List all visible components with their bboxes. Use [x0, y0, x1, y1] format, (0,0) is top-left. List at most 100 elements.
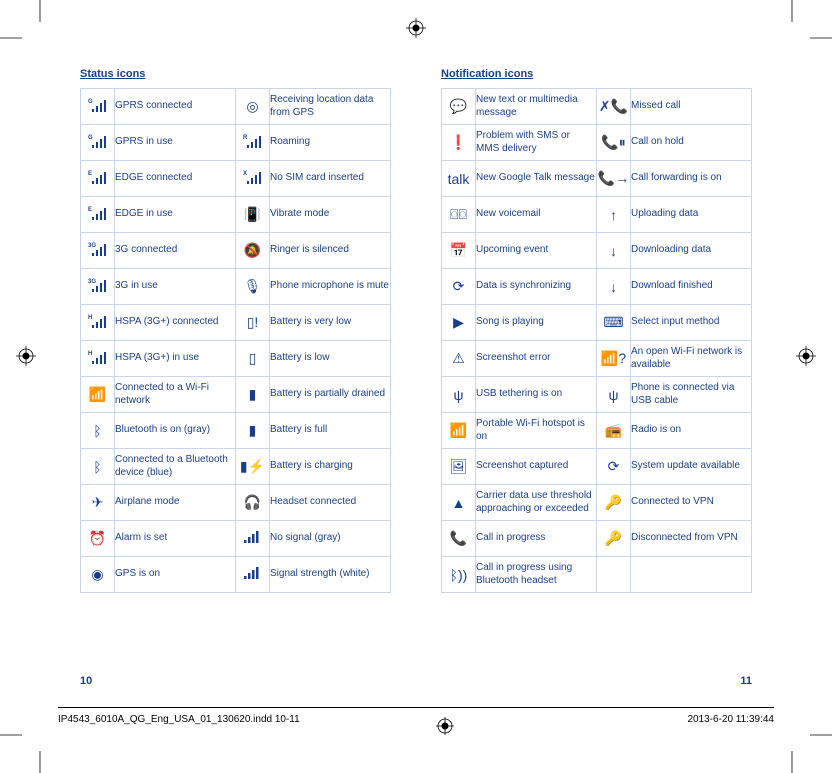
icon-label: 3G connected: [115, 233, 236, 269]
icon-label: New text or multimedia message: [476, 89, 597, 125]
missed-call-icon: ✗📞: [597, 89, 631, 125]
wifi-open-icon: 📶?: [597, 341, 631, 377]
icon-label: Upcoming event: [476, 233, 597, 269]
svg-text:E: E: [88, 171, 92, 177]
icon-label: Battery is low: [270, 341, 391, 377]
call-fwd-icon: 📞→: [597, 161, 631, 197]
battery-full-icon: ▮: [236, 413, 270, 449]
data-warn-icon: ▲: [442, 485, 476, 521]
icon-label: Headset connected: [270, 485, 391, 521]
icon-label: GPS is on: [115, 557, 236, 593]
voicemail-icon: ⌼⌼: [442, 197, 476, 233]
icon-label: 3G in use: [115, 269, 236, 305]
icon-label: Radio is on: [631, 413, 752, 449]
download-icon: ↓: [597, 233, 631, 269]
icon-cell: [597, 557, 631, 593]
icon-label: Connected to VPN: [631, 485, 752, 521]
target-icon: ◎: [236, 89, 270, 125]
call-icon: 📞: [442, 521, 476, 557]
signal-h-use-icon: H: [81, 341, 115, 377]
svg-text:X: X: [243, 171, 247, 177]
hotspot-icon: 📶: [442, 413, 476, 449]
signal-x-icon: X: [236, 161, 270, 197]
icon-label: USB tethering is on: [476, 377, 597, 413]
table-row: GGPRS in use R Roaming: [81, 125, 391, 161]
reg-mark-left: [16, 346, 36, 366]
icon-label: Receiving location data from GPS: [270, 89, 391, 125]
svg-text:H: H: [88, 351, 92, 357]
icon-label: Uploading data: [631, 197, 752, 233]
icon-label: Screenshot captured: [476, 449, 597, 485]
table-row: 3G3G connected🔕Ringer is silenced: [81, 233, 391, 269]
signal-h-icon: H: [81, 305, 115, 341]
page-number-left: 10: [80, 675, 92, 687]
icon-label: EDGE in use: [115, 197, 236, 233]
table-row: HHSPA (3G+) connected▯!Battery is very l…: [81, 305, 391, 341]
icon-label: Roaming: [270, 125, 391, 161]
wifi-icon: 📶: [81, 377, 115, 413]
signal-r-icon: R: [236, 125, 270, 161]
icon-label: Connected to a Bluetooth device (blue): [115, 449, 236, 485]
sms-icon: 💬: [442, 89, 476, 125]
table-row: GGPRS connected◎Receiving location data …: [81, 89, 391, 125]
signal-gray-icon: [236, 521, 270, 557]
icon-label: Ringer is silenced: [270, 233, 391, 269]
icon-label: EDGE connected: [115, 161, 236, 197]
table-row: ψUSB tethering is onψPhone is connected …: [442, 377, 752, 413]
icon-label: No SIM card inserted: [270, 161, 391, 197]
download-done-icon: ↓: [597, 269, 631, 305]
status-icons-column: Status icons GGPRS connected◎Receiving l…: [80, 68, 391, 663]
table-row: 📞Call in progress🔑Disconnected from VPN: [442, 521, 752, 557]
icon-label: Phone is connected via USB cable: [631, 377, 752, 413]
signal-g-use-icon: G: [81, 125, 115, 161]
page-spread: Status icons GGPRS connected◎Receiving l…: [80, 68, 752, 663]
usb-tether-icon: ψ: [442, 377, 476, 413]
icon-label: Disconnected from VPN: [631, 521, 752, 557]
icon-label: New voicemail: [476, 197, 597, 233]
footer-filename: IP4543_6010A_QG_Eng_USA_01_130620.indd 1…: [58, 714, 300, 725]
call-hold-icon: 📞⏸: [597, 125, 631, 161]
battery-low-icon: ▯: [236, 341, 270, 377]
icon-label: Battery is very low: [270, 305, 391, 341]
print-footer: IP4543_6010A_QG_Eng_USA_01_130620.indd 1…: [58, 707, 774, 725]
table-row: 3G3G in use🎙Phone microphone is mute: [81, 269, 391, 305]
gtalk-icon: talk: [442, 161, 476, 197]
screenshot-err-icon: ⚠: [442, 341, 476, 377]
bt-call-icon: ᛒ)): [442, 557, 476, 593]
battery-vlow-icon: ▯!: [236, 305, 270, 341]
icon-label: Download finished: [631, 269, 752, 305]
icon-label: System update available: [631, 449, 752, 485]
airplane-icon: ✈: [81, 485, 115, 521]
icon-label: Airplane mode: [115, 485, 236, 521]
icon-label: HSPA (3G+) in use: [115, 341, 236, 377]
keyboard-icon: ⌨: [597, 305, 631, 341]
table-row: ▲Carrier data use threshold approaching …: [442, 485, 752, 521]
gps-on-icon: ◉: [81, 557, 115, 593]
battery-charge-icon: ▮⚡: [236, 449, 270, 485]
svg-text:R: R: [243, 135, 248, 141]
table-row: 💬New text or multimedia message✗📞Missed …: [442, 89, 752, 125]
reg-mark-right: [796, 346, 816, 366]
table-row: ⟳Data is synchronizing↓Download finished: [442, 269, 752, 305]
bell-slash-icon: 🔕: [236, 233, 270, 269]
vpn-on-icon: 🔑: [597, 485, 631, 521]
icon-label: Portable Wi-Fi hotspot is on: [476, 413, 597, 449]
icon-label: Downloading data: [631, 233, 752, 269]
table-row: ▶Song is playing⌨Select input method: [442, 305, 752, 341]
icon-label: Data is synchronizing: [476, 269, 597, 305]
table-row: EEDGE in use📳Vibrate mode: [81, 197, 391, 233]
radio-icon: 📻: [597, 413, 631, 449]
svg-text:G: G: [88, 99, 93, 105]
icon-label: Missed call: [631, 89, 752, 125]
icon-label: New Google Talk message: [476, 161, 597, 197]
bluetooth-gray-icon: ᛒ: [81, 413, 115, 449]
icon-label: GPRS in use: [115, 125, 236, 161]
icon-label: [631, 557, 752, 593]
table-row: talkNew Google Talk message📞→Call forwar…: [442, 161, 752, 197]
table-row: ◉GPS is onSignal strength (white): [81, 557, 391, 593]
icon-label: Battery is partially drained: [270, 377, 391, 413]
mic-mute-icon: 🎙: [236, 269, 270, 305]
icon-label: Select input method: [631, 305, 752, 341]
icon-label: HSPA (3G+) connected: [115, 305, 236, 341]
update-icon: ⟳: [597, 449, 631, 485]
